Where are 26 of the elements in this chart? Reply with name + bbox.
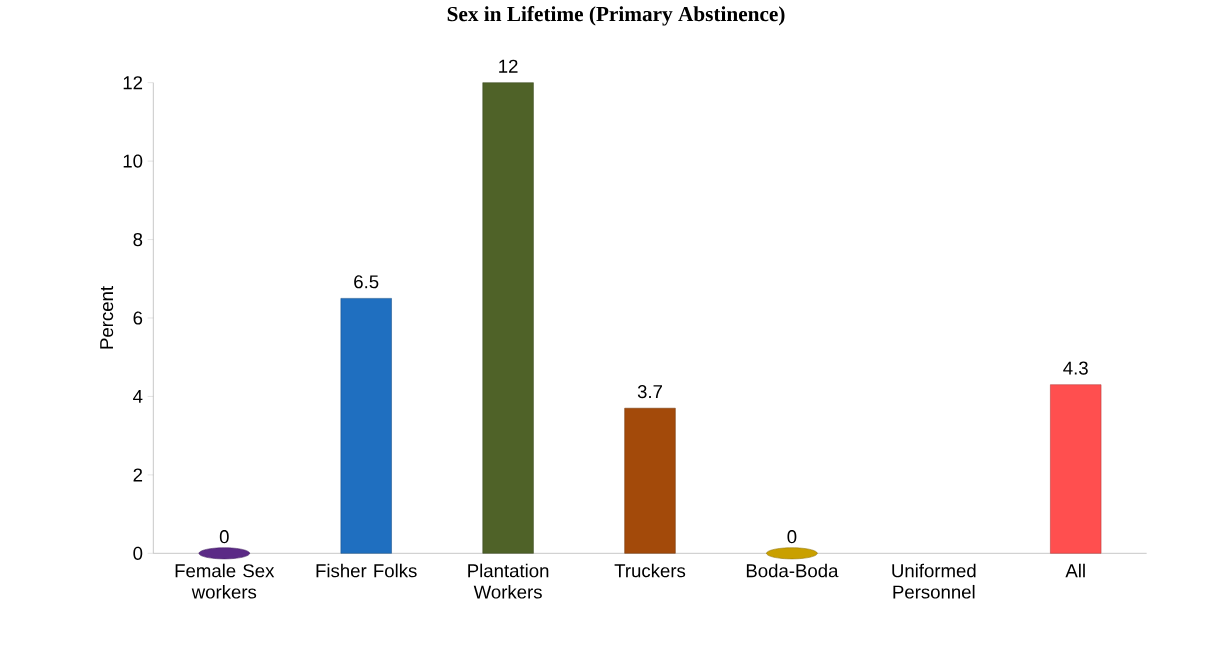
data-label: 4.3 — [1063, 361, 1088, 375]
data-label: 0 — [219, 529, 229, 544]
x-tick-label: Truckers — [614, 563, 686, 578]
y-tick-label: 4 — [133, 389, 143, 403]
x-tick-label: Fisher Folks — [316, 563, 417, 578]
bar — [624, 407, 676, 554]
y-tick-label: 12 — [123, 76, 143, 89]
data-label: 6.5 — [354, 275, 379, 289]
x-tick-label: Plantation Workers — [468, 563, 549, 599]
x-tick-label: Boda-Boda — [746, 563, 839, 578]
y-axis-title: Percent — [100, 285, 114, 349]
chart-title: Sex in Lifetime (Primary Abstinence) — [447, 5, 785, 26]
y-tick-label: 6 — [133, 311, 143, 325]
data-label: 3.7 — [637, 384, 662, 399]
y-tick-label: 2 — [133, 468, 143, 482]
y-tick-label: 8 — [133, 232, 143, 246]
x-tick-label: Female Sex workers — [175, 563, 275, 599]
bar — [482, 82, 534, 554]
y-tick-label: 0 — [133, 546, 143, 560]
x-tick-label: Uniformed Personnel — [892, 563, 976, 599]
x-tick-label: All — [1065, 563, 1085, 578]
data-label: 0 — [787, 529, 797, 544]
bar — [340, 297, 392, 554]
bar — [1050, 384, 1102, 554]
data-label: 12 — [499, 59, 518, 73]
y-tick-label: 10 — [123, 154, 143, 168]
